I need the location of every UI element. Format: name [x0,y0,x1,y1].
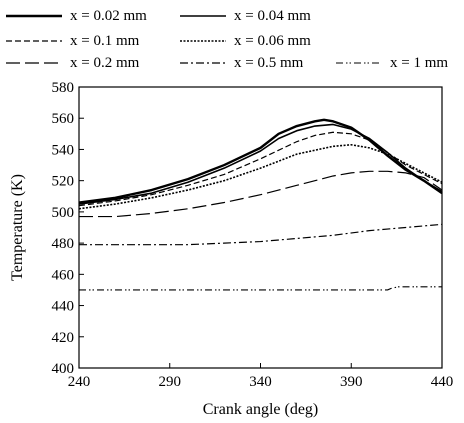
y-tick-label: 540 [52,142,75,158]
series-line-x-0-02-mm [78,118,443,204]
series-line-x-0-2-mm [79,170,443,218]
x-axis-label: Crank angle (deg) [203,401,319,418]
plot-area [78,86,443,369]
series-layer [78,118,443,291]
y-tick-label: 500 [52,205,75,221]
x-tick-label: 390 [340,374,363,390]
legend-label-x-0-5-mm: x = 0.5 mm [234,55,304,71]
y-tick-label: 520 [52,174,75,190]
y-tick-label: 400 [52,361,75,377]
y-tick-label: 440 [52,299,75,315]
legend-label-x-0-06-mm: x = 0.06 mm [234,33,311,49]
legend: x = 0.02 mm x = 0.04 mm x = 0.1 mm x = 0.06… [6,8,448,71]
x-tick-label: 240 [68,374,91,390]
series-line-x-0-04-mm [78,123,443,205]
y-tick-label: 580 [52,80,75,96]
series-line-x-0-1-mm [78,131,443,207]
legend-label-x-0-2-mm: x = 0.2 mm [70,55,140,71]
x-tick-label: 290 [159,374,182,390]
series-line-x-0-5-mm [79,223,443,246]
y-axis-label: Temperature (K) [9,174,26,281]
y-tick-label: 560 [52,111,75,127]
legend-label-x-0-02-mm: x = 0.02 mm [70,8,147,24]
series-line-x-1-mm [79,286,442,291]
ticks-layer: 240 290 340 390 440 400 420 440 460 480 500 520 540 5… [52,80,454,390]
y-tick-label: 460 [52,267,75,283]
legend-label-x-1-mm: x = 1 mm [390,55,448,71]
legend-label-x-0-1-mm: x = 0.1 mm [70,33,140,49]
x-tick-label: 440 [431,374,454,390]
x-tick-label: 340 [249,374,272,390]
y-tick-label: 420 [52,330,75,346]
y-tick-label: 480 [52,236,75,252]
legend-label-x-0-04-mm: x = 0.04 mm [234,8,311,24]
